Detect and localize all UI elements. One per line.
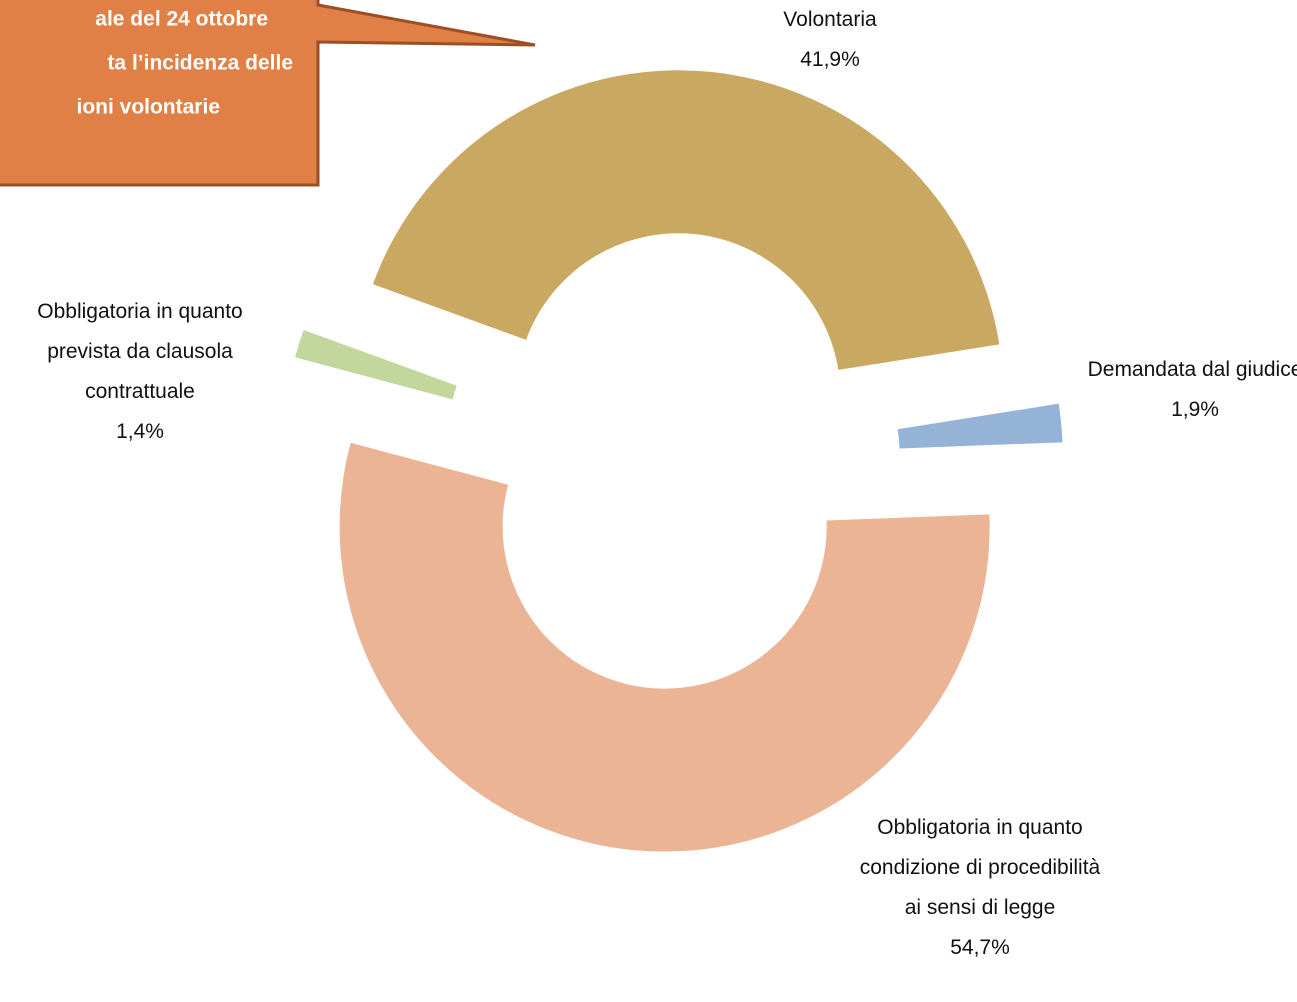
- slice-label: Demandata dal giudice 1,9%: [1085, 350, 1297, 430]
- slice-label: Obbligatoria in quanto condizione di pro…: [855, 808, 1105, 968]
- category-label: Demandata dal giudice: [1087, 358, 1297, 381]
- donut-slice: [372, 70, 1000, 370]
- category-label: Obbligatoria in quanto prevista da claus…: [37, 300, 243, 403]
- category-label: Volontaria: [783, 8, 877, 31]
- slice-label: Volontaria 41,9%: [700, 0, 960, 80]
- callout-text: ta l’incidenza delle: [107, 52, 293, 75]
- callout-box: [0, 0, 536, 187]
- value-label: 1,4%: [116, 420, 164, 443]
- category-label: Obbligatoria in quanto condizione di pro…: [859, 816, 1101, 919]
- callout-text: ioni volontarie: [76, 96, 220, 119]
- donut-slice: [339, 442, 990, 852]
- value-label: 54,7%: [950, 936, 1010, 959]
- slice-label: Obbligatoria in quanto prevista da claus…: [15, 292, 265, 452]
- value-label: 1,9%: [1171, 398, 1219, 421]
- donut-slice: [295, 330, 457, 400]
- callout-text: ale del 24 ottobre: [95, 8, 268, 31]
- value-label: 41,9%: [800, 48, 860, 71]
- donut-slice: [897, 403, 1063, 449]
